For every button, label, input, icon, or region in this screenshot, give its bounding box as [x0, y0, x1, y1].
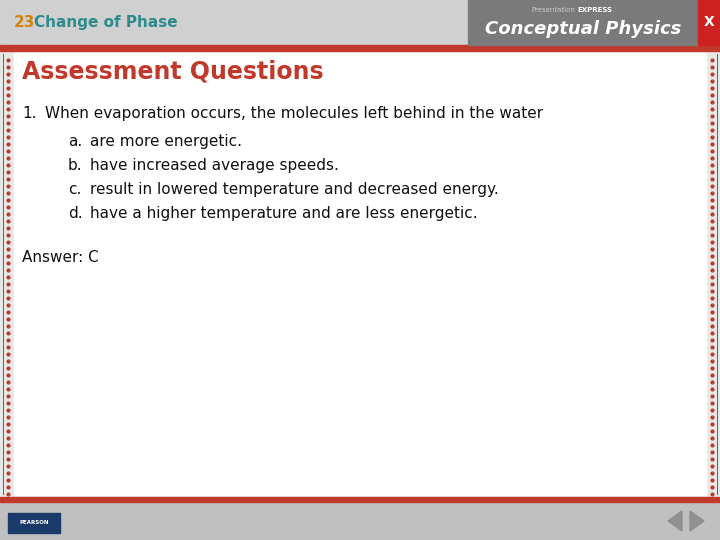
Text: Conceptual Physics: Conceptual Physics [485, 20, 681, 38]
Polygon shape [690, 511, 704, 531]
Bar [14, 53, 706, 495]
Text: b.: b. [68, 158, 83, 173]
Text: result in lowered temperature and decreased energy.: result in lowered temperature and decrea… [90, 182, 499, 197]
Text: 23: 23 [14, 15, 35, 30]
Text: have increased average speeds.: have increased average speeds. [90, 158, 339, 173]
Text: c.: c. [68, 182, 81, 197]
Bar [468, 0, 698, 45]
Text: EXPRESS: EXPRESS [577, 7, 612, 13]
Polygon shape [668, 511, 682, 531]
Text: Presentation: Presentation [531, 7, 575, 13]
Bar [8, 513, 60, 533]
Text: Assessment Questions: Assessment Questions [22, 59, 323, 83]
Text: When evaporation occurs, the molecules left behind in the water: When evaporation occurs, the molecules l… [45, 106, 543, 121]
Text: Change of Phase: Change of Phase [34, 15, 178, 30]
Text: 1.: 1. [22, 106, 37, 121]
Text: PEARSON: PEARSON [19, 521, 49, 525]
Bar [0, 0, 720, 45]
Bar [698, 0, 720, 45]
Text: X: X [703, 16, 714, 30]
Bar [0, 502, 720, 540]
Bar [0, 497, 720, 502]
Text: d.: d. [68, 206, 83, 221]
Text: Answer: C: Answer: C [22, 250, 99, 265]
Text: are more energetic.: are more energetic. [90, 134, 242, 149]
Bar [0, 45, 720, 51]
Text: have a higher temperature and are less energetic.: have a higher temperature and are less e… [90, 206, 477, 221]
Bar [0, 51, 720, 497]
Text: a.: a. [68, 134, 82, 149]
